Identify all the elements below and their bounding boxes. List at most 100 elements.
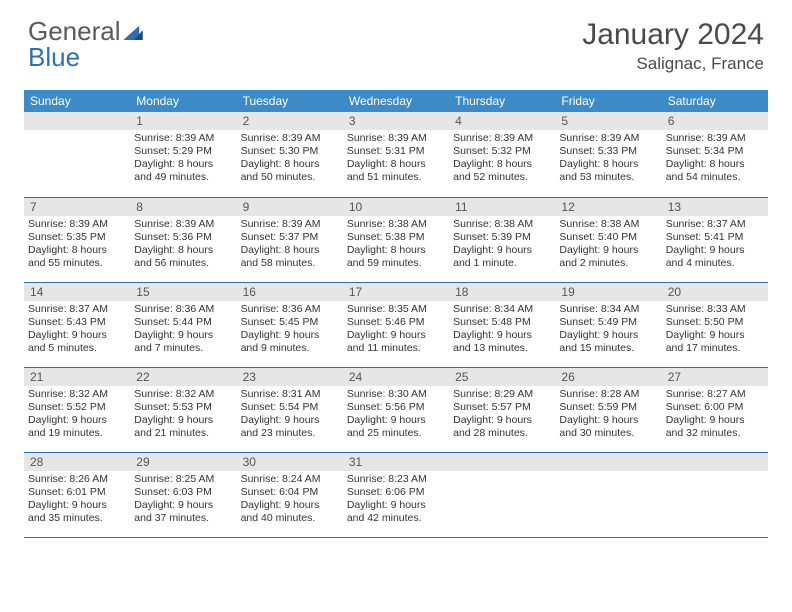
day-cell: 29Sunrise: 8:25 AMSunset: 6:03 PMDayligh… [130, 452, 236, 537]
day-cell: 22Sunrise: 8:32 AMSunset: 5:53 PMDayligh… [130, 367, 236, 452]
daylight-text-1: Daylight: 8 hours [134, 244, 232, 257]
day-number: 3 [343, 112, 449, 130]
day-number: 8 [130, 198, 236, 216]
sunrise-text: Sunrise: 8:39 AM [134, 218, 232, 231]
daylight-text-1: Daylight: 9 hours [28, 329, 126, 342]
day-body: Sunrise: 8:32 AMSunset: 5:53 PMDaylight:… [130, 386, 236, 445]
dow-saturday: Saturday [662, 90, 768, 112]
daylight-text-1: Daylight: 9 hours [666, 329, 764, 342]
daylight-text-1: Daylight: 9 hours [347, 499, 445, 512]
daylight-text-2: and 17 minutes. [666, 342, 764, 355]
sunset-text: Sunset: 5:37 PM [241, 231, 339, 244]
sunset-text: Sunset: 5:49 PM [559, 316, 657, 329]
daylight-text-1: Daylight: 9 hours [666, 244, 764, 257]
day-cell: 10Sunrise: 8:38 AMSunset: 5:38 PMDayligh… [343, 197, 449, 282]
day-body: Sunrise: 8:26 AMSunset: 6:01 PMDaylight:… [24, 471, 130, 530]
day-cell: 30Sunrise: 8:24 AMSunset: 6:04 PMDayligh… [237, 452, 343, 537]
day-number: 22 [130, 368, 236, 386]
daylight-text-1: Daylight: 9 hours [347, 414, 445, 427]
day-number: 18 [449, 283, 555, 301]
day-cell: 17Sunrise: 8:35 AMSunset: 5:46 PMDayligh… [343, 282, 449, 367]
day-cell: 27Sunrise: 8:27 AMSunset: 6:00 PMDayligh… [662, 367, 768, 452]
sunset-text: Sunset: 5:50 PM [666, 316, 764, 329]
day-number: 15 [130, 283, 236, 301]
daylight-text-2: and 11 minutes. [347, 342, 445, 355]
day-number: 30 [237, 453, 343, 471]
sunrise-text: Sunrise: 8:37 AM [28, 303, 126, 316]
daylight-text-2: and 19 minutes. [28, 427, 126, 440]
daylight-text-1: Daylight: 8 hours [559, 158, 657, 171]
daylight-text-2: and 53 minutes. [559, 171, 657, 184]
day-body: Sunrise: 8:30 AMSunset: 5:56 PMDaylight:… [343, 386, 449, 445]
day-number: 16 [237, 283, 343, 301]
sunset-text: Sunset: 5:45 PM [241, 316, 339, 329]
sunrise-text: Sunrise: 8:26 AM [28, 473, 126, 486]
daylight-text-2: and 15 minutes. [559, 342, 657, 355]
day-number [24, 112, 130, 130]
sunrise-text: Sunrise: 8:25 AM [134, 473, 232, 486]
day-cell: 4Sunrise: 8:39 AMSunset: 5:32 PMDaylight… [449, 112, 555, 197]
daylight-text-1: Daylight: 8 hours [241, 158, 339, 171]
day-number: 23 [237, 368, 343, 386]
day-body: Sunrise: 8:39 AMSunset: 5:30 PMDaylight:… [237, 130, 343, 189]
location: Salignac, France [582, 54, 764, 74]
day-body: Sunrise: 8:37 AMSunset: 5:43 PMDaylight:… [24, 301, 130, 360]
daylight-text-1: Daylight: 9 hours [453, 414, 551, 427]
calendar-week-row: 1Sunrise: 8:39 AMSunset: 5:29 PMDaylight… [24, 112, 768, 197]
day-cell: 9Sunrise: 8:39 AMSunset: 5:37 PMDaylight… [237, 197, 343, 282]
logo-triangle-icon [123, 18, 143, 44]
sunrise-text: Sunrise: 8:32 AM [134, 388, 232, 401]
dow-monday: Monday [130, 90, 236, 112]
daylight-text-2: and 51 minutes. [347, 171, 445, 184]
day-number: 28 [24, 453, 130, 471]
sunset-text: Sunset: 5:30 PM [241, 145, 339, 158]
daylight-text-1: Daylight: 9 hours [559, 414, 657, 427]
dow-tuesday: Tuesday [237, 90, 343, 112]
day-cell: 3Sunrise: 8:39 AMSunset: 5:31 PMDaylight… [343, 112, 449, 197]
daylight-text-1: Daylight: 9 hours [559, 329, 657, 342]
daylight-text-1: Daylight: 9 hours [134, 414, 232, 427]
daylight-text-1: Daylight: 8 hours [28, 244, 126, 257]
sunset-text: Sunset: 5:56 PM [347, 401, 445, 414]
daylight-text-2: and 59 minutes. [347, 257, 445, 270]
day-number: 31 [343, 453, 449, 471]
sunrise-text: Sunrise: 8:39 AM [241, 218, 339, 231]
title-block: January 2024 Salignac, France [582, 18, 764, 74]
sunset-text: Sunset: 5:40 PM [559, 231, 657, 244]
day-body: Sunrise: 8:35 AMSunset: 5:46 PMDaylight:… [343, 301, 449, 360]
day-body: Sunrise: 8:31 AMSunset: 5:54 PMDaylight:… [237, 386, 343, 445]
day-number [662, 453, 768, 471]
day-number [449, 453, 555, 471]
day-cell: 5Sunrise: 8:39 AMSunset: 5:33 PMDaylight… [555, 112, 661, 197]
sunset-text: Sunset: 5:54 PM [241, 401, 339, 414]
calendar-week-row: 7Sunrise: 8:39 AMSunset: 5:35 PMDaylight… [24, 197, 768, 282]
day-body: Sunrise: 8:39 AMSunset: 5:33 PMDaylight:… [555, 130, 661, 189]
daylight-text-1: Daylight: 9 hours [453, 329, 551, 342]
day-body: Sunrise: 8:34 AMSunset: 5:49 PMDaylight:… [555, 301, 661, 360]
daylight-text-2: and 40 minutes. [241, 512, 339, 525]
empty-day-cell [662, 452, 768, 537]
daylight-text-1: Daylight: 9 hours [666, 414, 764, 427]
day-cell: 16Sunrise: 8:36 AMSunset: 5:45 PMDayligh… [237, 282, 343, 367]
sunrise-text: Sunrise: 8:38 AM [559, 218, 657, 231]
sunset-text: Sunset: 5:44 PM [134, 316, 232, 329]
daylight-text-2: and 4 minutes. [666, 257, 764, 270]
daylight-text-2: and 28 minutes. [453, 427, 551, 440]
day-cell: 13Sunrise: 8:37 AMSunset: 5:41 PMDayligh… [662, 197, 768, 282]
day-body: Sunrise: 8:39 AMSunset: 5:32 PMDaylight:… [449, 130, 555, 189]
sunset-text: Sunset: 5:48 PM [453, 316, 551, 329]
day-body: Sunrise: 8:28 AMSunset: 5:59 PMDaylight:… [555, 386, 661, 445]
sunrise-text: Sunrise: 8:37 AM [666, 218, 764, 231]
sunset-text: Sunset: 5:29 PM [134, 145, 232, 158]
daylight-text-1: Daylight: 9 hours [453, 244, 551, 257]
day-body: Sunrise: 8:32 AMSunset: 5:52 PMDaylight:… [24, 386, 130, 445]
sunrise-text: Sunrise: 8:36 AM [134, 303, 232, 316]
daylight-text-1: Daylight: 9 hours [134, 329, 232, 342]
day-number: 6 [662, 112, 768, 130]
sunrise-text: Sunrise: 8:28 AM [559, 388, 657, 401]
day-number: 4 [449, 112, 555, 130]
sunrise-text: Sunrise: 8:35 AM [347, 303, 445, 316]
sunrise-text: Sunrise: 8:39 AM [559, 132, 657, 145]
dow-thursday: Thursday [449, 90, 555, 112]
day-cell: 11Sunrise: 8:38 AMSunset: 5:39 PMDayligh… [449, 197, 555, 282]
